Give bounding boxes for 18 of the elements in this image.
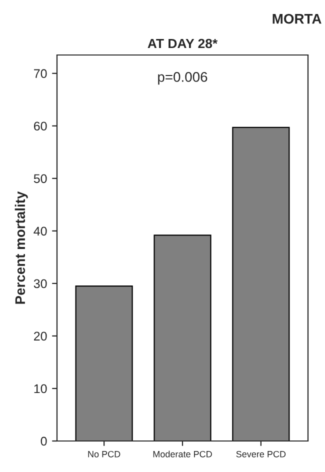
annotation: p=0.006 bbox=[158, 72, 208, 85]
y-tick-label: 70 bbox=[34, 69, 47, 78]
bar bbox=[75, 286, 133, 441]
y-tick-label: 60 bbox=[34, 122, 47, 131]
chart-subtitle: AT DAY 28* bbox=[148, 38, 218, 48]
y-tick-label: 10 bbox=[34, 384, 47, 394]
x-tick-label: Severe PCD bbox=[236, 450, 286, 458]
y-tick-label: 50 bbox=[34, 174, 47, 184]
y-tick-label: 20 bbox=[34, 332, 47, 341]
y-tick-label: 0 bbox=[40, 436, 47, 446]
bar bbox=[232, 126, 290, 441]
x-tick-label: Moderate PCD bbox=[153, 450, 212, 458]
chart-title: MORTA bbox=[272, 14, 322, 24]
y-tick-label: 40 bbox=[34, 226, 47, 236]
y-axis-title: Percent mortality bbox=[14, 191, 28, 304]
x-tick-label: No PCD bbox=[88, 450, 120, 458]
y-tick-label: 30 bbox=[34, 279, 47, 288]
bar bbox=[154, 234, 212, 441]
